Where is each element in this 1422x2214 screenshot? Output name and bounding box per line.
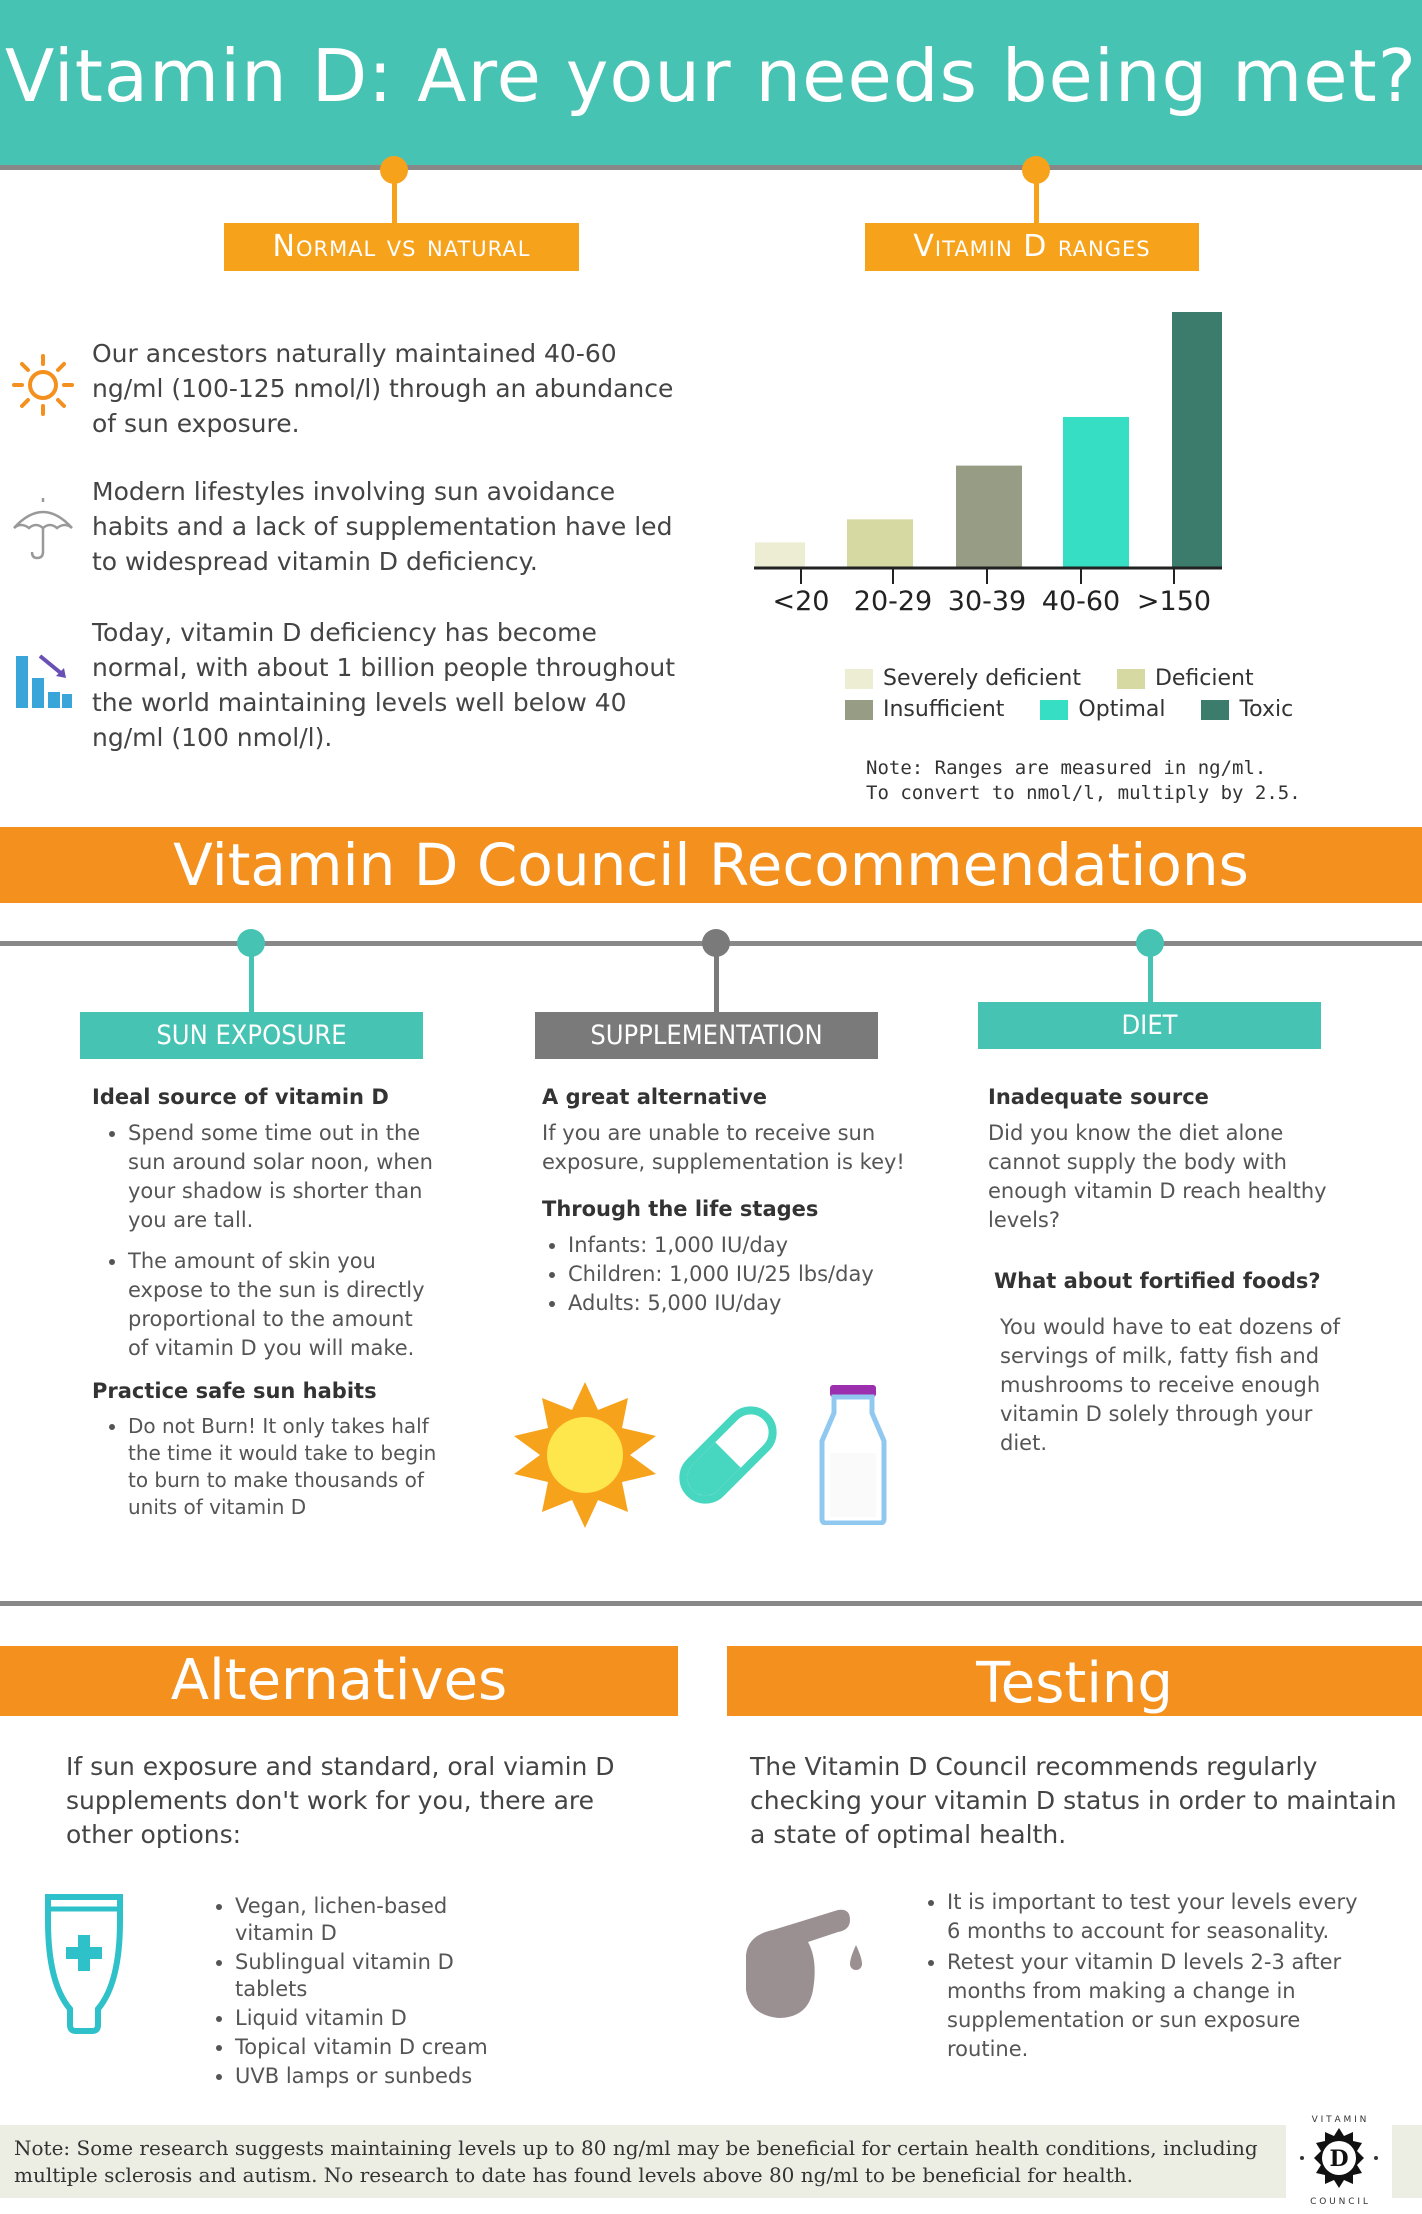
normal-text-1: Our ancestors naturally maintained 40-60…	[92, 339, 674, 438]
connector	[714, 944, 719, 1014]
connector-dot	[380, 156, 408, 184]
chart-note-line: To convert to nmol/l, multiply by 2.5.	[866, 782, 1301, 804]
sun-illustration-icon	[514, 1382, 656, 1528]
supp-text: If you are unable to receive sun exposur…	[542, 1121, 905, 1174]
divider	[0, 1601, 1422, 1606]
divider	[0, 165, 1422, 170]
list-item: Infants: 1,000 IU/day	[568, 1231, 922, 1260]
alternatives-title: Alternatives	[0, 1646, 678, 1716]
diet-heading: Inadequate source	[988, 1085, 1209, 1109]
normal-vs-natural-label: Normal vs natural	[224, 223, 579, 271]
sun-heading: Ideal source of vitamin D	[92, 1085, 389, 1109]
legend-swatch	[1116, 669, 1145, 689]
recommendations-title: Vitamin D Council Recommendations	[0, 827, 1422, 903]
milk-bottle-icon	[819, 1385, 887, 1525]
normal-text-3: Today, vitamin D deficiency has become n…	[92, 618, 676, 752]
connector	[249, 944, 254, 1014]
vitamin-ranges-label: Vitamin D ranges	[865, 223, 1199, 271]
footer-note-text: Note: Some research suggests maintaining…	[14, 2136, 1258, 2187]
connector-dot	[237, 929, 265, 957]
legend-label: Insufficient	[883, 697, 1005, 722]
legend-label: Severely deficient	[883, 666, 1081, 691]
x-tick-label: 20-29	[854, 586, 932, 617]
svg-text:V I T A M I N: V I T A M I N	[1312, 2115, 1367, 2125]
finger-prick-icon	[746, 1909, 862, 2018]
page-title: Vitamin D: Are your needs being met?	[5, 34, 1417, 118]
bar-40-60	[1063, 416, 1129, 568]
alternatives-list: Vegan, lichen-based vitamin DSublingual …	[211, 1893, 531, 2092]
svg-text:D: D	[1329, 2146, 1348, 2172]
list-item: Children: 1,000 IU/25 lbs/day	[568, 1260, 922, 1289]
connector	[1148, 944, 1153, 1004]
connector	[392, 170, 397, 225]
list-item: Sublingual vitamin D tablets	[235, 1949, 531, 2003]
legend-label: Deficient	[1154, 666, 1254, 691]
connector-dot	[1136, 929, 1164, 957]
list-item: Liquid vitamin D	[235, 2005, 531, 2032]
testing-text: The Vitamin D Council recommends regular…	[750, 1752, 1397, 1849]
list-item: UVB lamps or sunbeds	[235, 2063, 531, 2090]
supp-heading: A great alternative	[542, 1085, 768, 1109]
svg-text:C O U N C I L: C O U N C I L	[1310, 2197, 1368, 2207]
umbrella-icon	[13, 498, 73, 560]
vitamin-d-council-logo: D V I T A M I N C O U N C I L	[1286, 2106, 1392, 2210]
sun-heading: Practice safe sun habits	[92, 1379, 377, 1403]
legend-swatch	[845, 669, 873, 689]
pill-icon	[679, 1406, 777, 1504]
x-tick-label: 40-60	[1042, 586, 1120, 617]
bar-20-29	[847, 519, 913, 568]
legend-label: Optimal	[1078, 697, 1166, 722]
list-item: Spend some time out in the sun around so…	[128, 1119, 437, 1235]
bar-<20	[755, 542, 805, 568]
chart-legend: Severely deficient Deficient Insufficient…	[845, 666, 1293, 722]
list-item: Vegan, lichen-based vitamin D	[235, 1893, 531, 1947]
alternatives-text: If sun exposure and standard, oral viami…	[66, 1752, 615, 1849]
list-item: Adults: 5,000 IU/day	[568, 1289, 922, 1318]
declining-chart-icon	[16, 654, 72, 708]
bar->150	[1172, 312, 1222, 568]
diet-heading: What about fortified foods?	[994, 1269, 1321, 1293]
vitamin-ranges-chart: <20 20-29 30-39 40-60 >150	[754, 312, 1222, 617]
testing-title: Testing	[727, 1646, 1422, 1716]
diet-column: Inadequate source Did you know the diet …	[988, 1085, 1358, 1458]
connector-dot	[1022, 156, 1050, 184]
legend-label: Toxic	[1239, 697, 1294, 722]
diet-label: DIET	[978, 1002, 1321, 1049]
list-item: Do not Burn! It only takes half the time…	[128, 1413, 437, 1521]
diet-text: You would have to eat dozens of servings…	[1000, 1315, 1340, 1455]
supplementation-label: SUPPLEMENTATION	[535, 1012, 878, 1059]
chart-note: Note: Ranges are measured in ng/ml. To co…	[866, 756, 1301, 806]
list-item: It is important to test your levels ever…	[947, 1888, 1363, 1946]
x-tick-label: >150	[1137, 586, 1211, 617]
testing-list: It is important to test your levels ever…	[923, 1888, 1363, 2066]
diet-text: Did you know the diet alone cannot suppl…	[988, 1121, 1327, 1232]
footer-note: Note: Some research suggests maintaining…	[0, 2125, 1422, 2198]
sun-exposure-column: Ideal source of vitamin D Spend some tim…	[92, 1085, 437, 1537]
legend-swatch	[845, 700, 873, 720]
list-item: The amount of skin you expose to the sun…	[128, 1247, 437, 1363]
connector-dot	[702, 929, 730, 957]
legend-swatch	[1201, 700, 1230, 720]
cream-tube-icon	[45, 1894, 123, 2034]
x-tick-label: <20	[773, 586, 830, 617]
normal-text-2: Modern lifestyles involving sun avoidanc…	[92, 477, 673, 576]
sun-exposure-label: SUN EXPOSURE	[80, 1012, 423, 1059]
legend-swatch	[1040, 700, 1069, 720]
x-tick-label: 30-39	[948, 586, 1026, 617]
supp-heading: Through the life stages	[542, 1197, 819, 1221]
list-item: Retest your vitamin D levels 2-3 after m…	[947, 1948, 1363, 2064]
supplementation-column: A great alternative If you are unable to…	[542, 1085, 922, 1334]
connector	[1034, 170, 1039, 225]
sun-icon	[12, 354, 74, 416]
chart-note-line: Note: Ranges are measured in ng/ml.	[866, 757, 1267, 779]
list-item: Topical vitamin D cream	[235, 2034, 531, 2061]
header-banner: Vitamin D: Are your needs being met?	[0, 0, 1422, 165]
bar-30-39	[956, 465, 1022, 568]
